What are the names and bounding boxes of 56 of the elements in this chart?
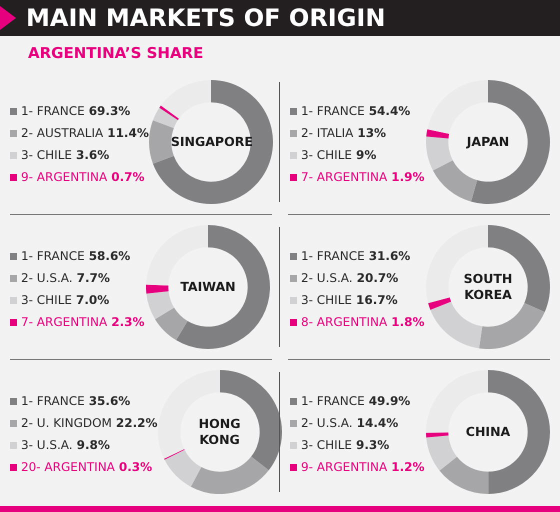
legend-label: 2- U. KINGDOM	[21, 416, 112, 430]
legend-label: 2- AUSTRALIA	[21, 126, 104, 140]
legend-label: 1- FRANCE	[21, 249, 85, 263]
legend-label: 2- U.S.A.	[21, 271, 73, 285]
legend-label: 2- U.S.A.	[301, 416, 353, 430]
text: ARGENTINA’S SHARE	[27, 43, 204, 64]
data-label: 7.0%	[76, 293, 110, 307]
data-label: 1.2%	[391, 460, 425, 474]
legend-label: 2- U.S.A.	[301, 271, 353, 285]
legend-label: 3- CHILE	[21, 148, 72, 162]
text: JAPAN	[465, 134, 510, 150]
legend-label: 3- U.S.A.	[21, 438, 73, 452]
data-label: 11.4%	[107, 126, 149, 140]
data-label: 16.7%	[356, 293, 398, 307]
legend-label: 3- CHILE	[301, 148, 352, 162]
legend-label: 9- ARGENTINA	[301, 460, 388, 474]
text: SOUTH KOREA	[462, 271, 514, 303]
legend-label: 1- FRANCE	[21, 394, 85, 408]
data-label: 22.2%	[116, 416, 158, 430]
legend-label: 2- ITALIA	[301, 126, 354, 140]
legend-label: 1- FRANCE	[301, 394, 365, 408]
data-label: 31.6%	[368, 249, 410, 263]
data-label: 7.7%	[76, 271, 110, 285]
data-label: 49.9%	[368, 394, 410, 408]
data-label: 9%	[356, 148, 376, 162]
data-label: 58.6%	[88, 249, 130, 263]
data-label: 54.4%	[368, 104, 410, 118]
data-label: 35.6%	[88, 394, 130, 408]
data-label: 1.9%	[391, 170, 425, 184]
legend-label: 1- FRANCE	[301, 104, 365, 118]
legend-label: 1- FRANCE	[301, 249, 365, 263]
text: CHINA	[464, 424, 512, 440]
legend-label: 8- ARGENTINA	[301, 315, 388, 329]
data-label: 2.3%	[111, 315, 145, 329]
data-label: 1.8%	[391, 315, 425, 329]
text: HONG KONG	[198, 416, 242, 448]
text: SINGAPORE	[170, 134, 253, 150]
data-label: 9.3%	[356, 438, 390, 452]
text: TAIWAN	[179, 279, 237, 295]
legend-label: 3- CHILE	[21, 293, 72, 307]
data-label: 0.3%	[118, 460, 152, 474]
data-label: 3.6%	[76, 148, 110, 162]
data-label: 0.7%	[111, 170, 145, 184]
legend-label: 3- CHILE	[301, 293, 352, 307]
legend-label: 20- ARGENTINA	[21, 460, 115, 474]
data-label: 14.4%	[356, 416, 398, 430]
data-label: 13%	[357, 126, 386, 140]
legend-label: 7- ARGENTINA	[21, 315, 108, 329]
legend-label: 3- CHILE	[301, 438, 352, 452]
data-label: 9.8%	[76, 438, 110, 452]
data-label: 69.3%	[88, 104, 130, 118]
legend-label: 9- ARGENTINA	[21, 170, 108, 184]
data-label: 20.7%	[356, 271, 398, 285]
text: MAIN MARKETS OF ORIGIN	[26, 4, 386, 32]
legend-label: 1- FRANCE	[21, 104, 85, 118]
legend-label: 7- ARGENTINA	[301, 170, 388, 184]
